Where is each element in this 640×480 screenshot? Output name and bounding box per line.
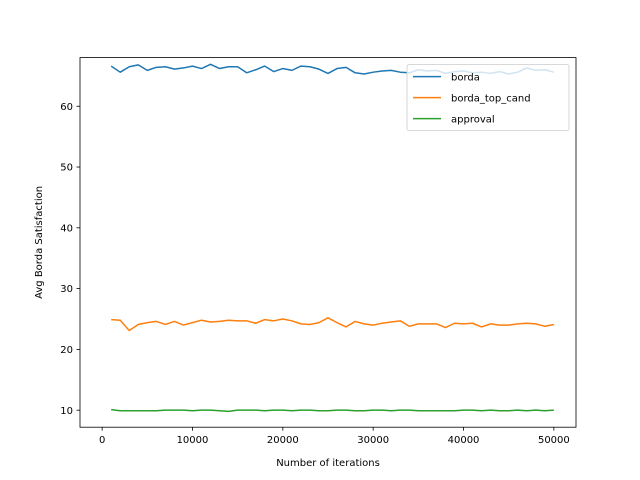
series-line-approval <box>111 408 554 413</box>
legend-label-borda: borda <box>451 73 480 84</box>
x-tick-label: 10000 <box>177 435 209 446</box>
y-tick-label: 10 <box>60 406 73 417</box>
y-axis-label: Avg Borda Satisfaction <box>34 186 45 299</box>
y-tick-label: 50 <box>60 163 73 174</box>
x-tick-label: 20000 <box>267 435 299 446</box>
axes-frame <box>79 57 577 428</box>
x-tick-label: 30000 <box>357 435 389 446</box>
y-tick-label: 20 <box>60 345 73 356</box>
legend-box <box>406 64 570 131</box>
legend-label-borda-top-cand: borda_top_cand <box>451 94 531 105</box>
x-axis: 0 10000 20000 30000 40000 50000 <box>99 427 570 446</box>
x-axis-label: Number of iterations <box>276 458 380 469</box>
legend-label-approval: approval <box>451 115 495 126</box>
series-line-borda-top-cand <box>111 317 555 332</box>
x-tick-label: 0 <box>99 435 105 446</box>
y-tick-label: 30 <box>60 284 73 295</box>
y-axis: 10 20 30 40 50 60 <box>60 102 80 417</box>
legend: borda borda_top_cand approval <box>406 64 570 131</box>
y-tick-label: 60 <box>60 102 73 113</box>
y-tick-label: 40 <box>60 223 73 234</box>
x-tick-label: 50000 <box>538 435 570 446</box>
x-tick-label: 40000 <box>448 435 480 446</box>
